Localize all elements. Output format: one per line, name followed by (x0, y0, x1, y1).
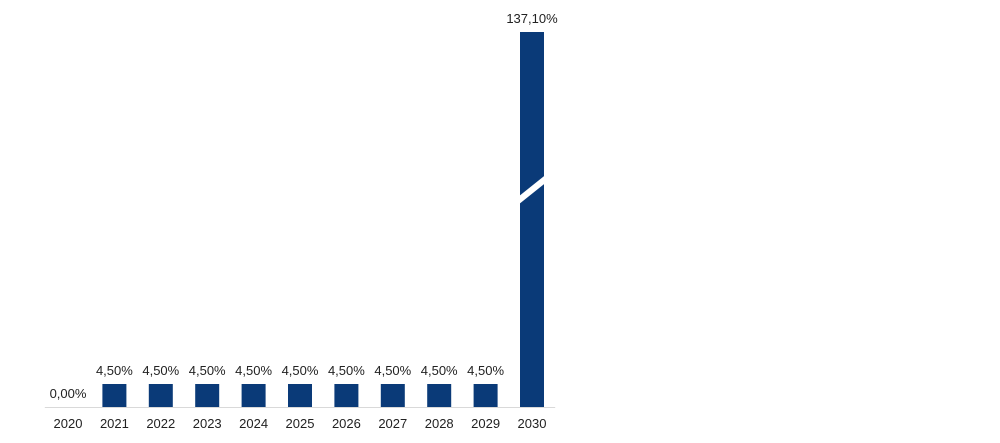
x-tick-label-2028: 2028 (425, 416, 454, 431)
data-label-2021: 4,50% (96, 363, 133, 378)
data-label-2020: 0,00% (50, 386, 87, 401)
x-tick-label-2021: 2021 (100, 416, 129, 431)
x-tick-label-2027: 2027 (378, 416, 407, 431)
bar-2024 (241, 384, 266, 407)
data-label-2024: 4,50% (235, 363, 272, 378)
bar-2027 (380, 384, 405, 407)
data-label-2029: 4,50% (467, 363, 504, 378)
data-label-2023: 4,50% (189, 363, 226, 378)
x-tick-label-2029: 2029 (471, 416, 500, 431)
bars-group (102, 32, 547, 407)
x-tick-label-2025: 2025 (286, 416, 315, 431)
x-tick-label-2030: 2030 (518, 416, 547, 431)
bar-2021 (102, 384, 127, 407)
data-label-2027: 4,50% (374, 363, 411, 378)
data-label-2028: 4,50% (421, 363, 458, 378)
x-tick-label-2023: 2023 (193, 416, 222, 431)
data-labels-group: 0,00% 4,50% 4,50% 4,50% 4,50% 4,50% 4,50% 4,50%… (50, 11, 559, 401)
x-tick-label-2022: 2022 (146, 416, 175, 431)
bar-2023 (195, 384, 220, 407)
x-tick-label-2024: 2024 (239, 416, 268, 431)
data-label-2030: 137,10% (506, 11, 558, 26)
bar-2025 (288, 384, 312, 407)
bar-2026 (334, 384, 359, 407)
bar-2030 (520, 32, 544, 407)
data-label-2025: 4,50% (282, 363, 319, 378)
bar-2028 (427, 384, 452, 407)
bar-2022 (148, 384, 173, 407)
x-tick-label-2020: 2020 (54, 416, 83, 431)
bar-2029 (473, 384, 498, 407)
data-label-2022: 4,50% (142, 363, 179, 378)
x-tick-labels-group: 2020 2021 2022 2023 2024 2025 2026 2027 2028 2029… (54, 416, 547, 431)
data-label-2026: 4,50% (328, 363, 365, 378)
x-tick-label-2026: 2026 (332, 416, 361, 431)
axis-break-marker (517, 173, 547, 206)
